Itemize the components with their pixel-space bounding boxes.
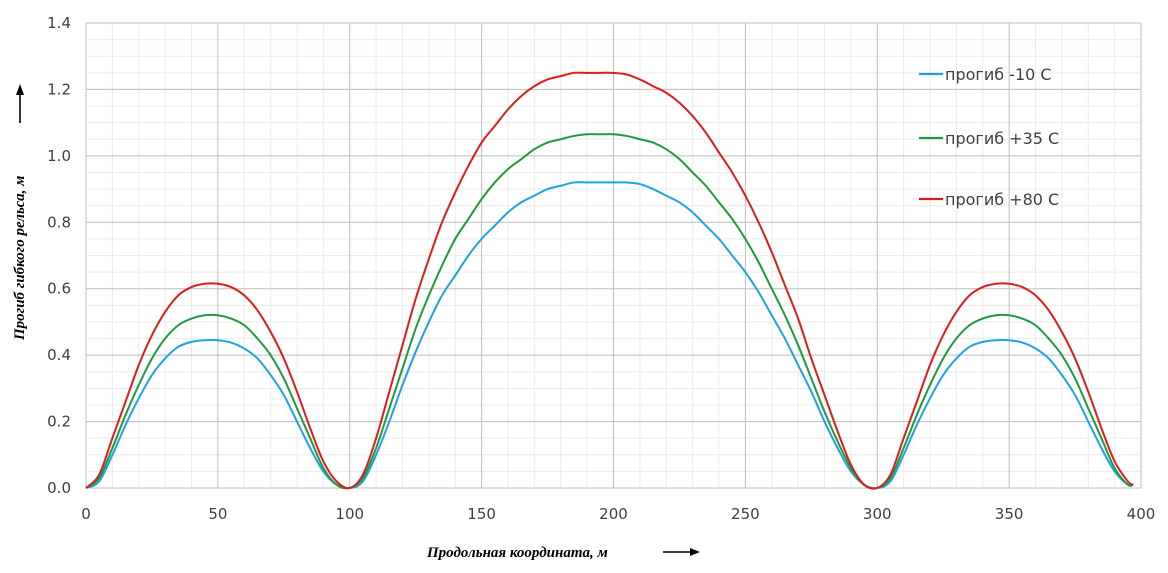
y-tick-label: 0.2 [47,413,71,431]
y-axis-arrow [16,84,24,123]
x-tick-labels: 0 50 100 150 200 250 300 350 400 [81,505,1155,523]
x-tick-label: 50 [208,505,227,523]
x-tick-label: 250 [731,505,760,523]
y-tick-label: 0.8 [47,213,71,231]
y-tick-label: 1.0 [47,147,71,165]
y-axis-title: Прогиб гибкого рельса, м [12,176,28,341]
x-tick-label: 200 [599,505,628,523]
y-tick-label: 1.4 [47,14,71,32]
y-axis-title-group: Прогиб гибкого рельса, м [12,176,28,341]
legend-label: прогиб -10 С [945,65,1052,84]
x-tick-label: 350 [995,505,1024,523]
x-axis-title: Продольная координата, м [426,545,608,561]
y-tick-labels: 0.0 0.2 0.4 0.6 0.8 1.0 1.2 1.4 [47,14,71,497]
y-tick-label: 1.2 [47,80,71,98]
x-tick-label: 150 [467,505,496,523]
y-tick-label: 0.0 [47,479,71,497]
series-line-2 [85,133,1134,490]
x-tick-label: 100 [335,505,364,523]
plot-frame [85,22,1142,489]
series-line-3 [85,71,1134,490]
y-tick-label: 0.4 [47,346,71,364]
series-line-1 [85,181,1134,490]
x-tick-label: 300 [863,505,892,523]
x-axis-arrow [663,548,700,556]
y-tick-label: 0.6 [47,280,71,298]
legend: прогиб -10 С прогиб +35 С прогиб +80 С [919,65,1059,209]
legend-label: прогиб +35 С [945,129,1059,148]
series-layer [85,71,1134,490]
legend-label: прогиб +80 С [945,190,1059,209]
x-tick-label: 0 [81,505,91,523]
x-tick-label: 400 [1127,505,1156,523]
